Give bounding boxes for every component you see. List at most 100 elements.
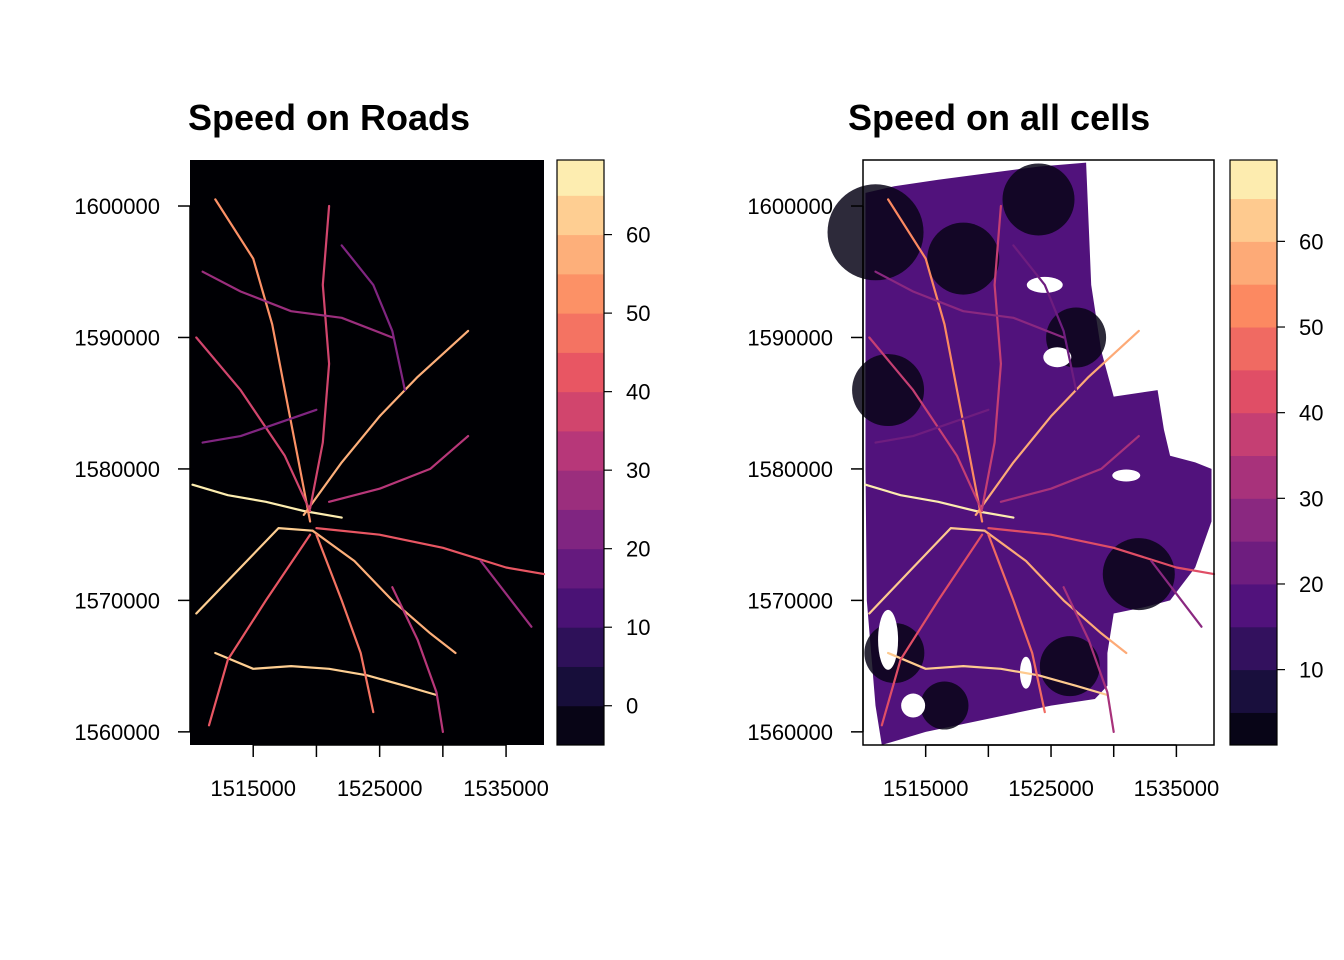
legend-swatch <box>557 234 604 275</box>
legend-tick-label: 30 <box>626 458 650 483</box>
road-segment <box>315 533 375 714</box>
road-segment <box>987 533 1046 714</box>
legend-border <box>1229 159 1278 746</box>
road-segment <box>201 270 394 339</box>
y-tick-label: 1570000 <box>747 588 833 613</box>
legend-tick-label: 40 <box>626 380 650 405</box>
road-segment <box>195 336 312 513</box>
legend-swatch <box>1230 327 1277 371</box>
legend-tick-label: 20 <box>626 537 650 562</box>
road-segment <box>1150 559 1203 628</box>
legend-swatch <box>1230 455 1277 499</box>
panel-1-legend: 0 10 20 30 40 50 60 <box>556 159 650 746</box>
road-segment <box>874 408 990 444</box>
y-tick-label: 1590000 <box>747 325 833 350</box>
y-tick-label: 1560000 <box>747 720 833 745</box>
y-tick-label: 1580000 <box>747 457 833 482</box>
road-segment <box>874 270 1065 339</box>
road-segment <box>391 586 444 733</box>
legend-swatch <box>557 430 604 471</box>
road-segment <box>195 527 314 615</box>
x-tick-label: 1515000 <box>883 776 969 801</box>
road-segment <box>191 483 343 519</box>
legend-swatch <box>1230 241 1277 285</box>
legend-swatch <box>557 470 604 510</box>
road-segment <box>1062 586 1115 733</box>
road-segment <box>868 336 984 513</box>
road-segment <box>328 435 470 503</box>
road-segment <box>311 529 457 655</box>
panel-speed-on-all-cells: Speed on all cells 1515000 1525000 1535000… <box>747 97 1323 801</box>
road-segment <box>479 559 533 628</box>
legend-tick-label: 50 <box>1299 315 1323 340</box>
legend-tick-label: 10 <box>626 615 650 640</box>
raster-dark-patch <box>1102 538 1175 611</box>
road-segment <box>887 651 1109 697</box>
y-tick-label: 1600000 <box>74 194 160 219</box>
x-tick-label: 1525000 <box>1008 776 1094 801</box>
road-segment <box>214 198 312 523</box>
legend-swatch <box>1230 498 1277 542</box>
legend-swatch <box>557 587 604 628</box>
panel-1-raster <box>190 160 546 745</box>
raster-nodata-gap <box>901 693 926 718</box>
legend-swatch <box>1230 712 1277 746</box>
legend-swatch <box>557 160 604 196</box>
legend-tick-label: 0 <box>626 694 638 719</box>
raster-dark-patch <box>1039 636 1100 697</box>
x-tick-label: 1515000 <box>210 776 296 801</box>
road-segment <box>1012 244 1078 392</box>
road-segment <box>309 204 331 510</box>
road-segment <box>302 329 470 516</box>
legend-swatch <box>557 273 604 314</box>
legend-tick-label: 50 <box>626 301 650 326</box>
raster-nodata-gap <box>878 609 899 670</box>
road-segment <box>987 527 1216 576</box>
legend-border <box>556 159 605 746</box>
panel-2-title: Speed on all cells <box>848 97 1150 138</box>
legend-tick-label: 10 <box>1299 658 1323 683</box>
road-segment <box>868 527 986 615</box>
panel-speed-on-roads: Speed on Roads 1515000 1525000 1535000 1560… <box>74 97 650 801</box>
x-tick-label: 1535000 <box>463 776 549 801</box>
legend-swatch <box>1230 198 1277 242</box>
raster-dark-patch <box>927 222 1000 295</box>
road-segment <box>201 408 318 444</box>
legend-swatch <box>1230 583 1277 628</box>
road-segment <box>207 533 312 727</box>
raster-dark-patch <box>920 681 969 730</box>
y-tick-label: 1590000 <box>74 325 160 350</box>
road-segment <box>864 483 1015 519</box>
legend-tick-label: 40 <box>1299 401 1323 426</box>
panel-1-axes: 1515000 1525000 1535000 1560000 1570000 15800… <box>74 194 549 801</box>
road-segment <box>880 533 984 727</box>
panel-1-title: Speed on Roads <box>188 97 470 138</box>
legend-swatch <box>1230 160 1277 200</box>
raster-nodata-gap <box>1112 469 1141 482</box>
legend-swatch <box>557 627 604 667</box>
panel-2-axes: 1515000 1525000 1535000 1560000 1570000 15800… <box>747 159 1220 801</box>
legend-swatch <box>1230 541 1277 585</box>
road-segment <box>999 435 1140 503</box>
legend-swatch <box>557 195 604 236</box>
legend-swatch <box>1230 369 1277 414</box>
x-tick-label: 1535000 <box>1134 776 1220 801</box>
x-tick-label: 1525000 <box>337 776 423 801</box>
legend-swatch <box>557 352 604 393</box>
road-segment <box>974 329 1140 516</box>
legend-swatch <box>557 666 604 707</box>
raster-dark-patch <box>1002 163 1075 236</box>
legend-swatch <box>1230 412 1277 456</box>
legend-swatch <box>1230 669 1277 713</box>
road-segment <box>340 244 406 392</box>
road-segment <box>983 529 1128 655</box>
road-segment <box>214 651 438 697</box>
road-segment <box>315 527 546 576</box>
legend-swatch <box>557 705 604 746</box>
panel-2-raster <box>827 162 1216 746</box>
legend-swatch <box>1230 626 1277 671</box>
legend-swatch <box>557 509 604 550</box>
legend-tick-label: 60 <box>1299 229 1323 254</box>
road-segment <box>887 198 984 523</box>
raster-background <box>190 160 544 745</box>
